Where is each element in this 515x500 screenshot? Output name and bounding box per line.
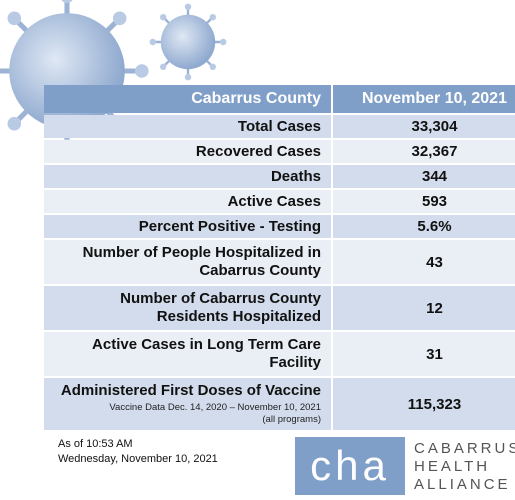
row-label: Total Cases	[44, 115, 333, 138]
table-row: Number of People Hospitalized in Cabarru…	[44, 240, 515, 284]
logo-line: ALLIANCE	[414, 476, 511, 493]
row-value: 33,304	[333, 115, 515, 138]
vaccine-cell: Administered First Doses of Vaccine Vacc…	[44, 378, 333, 430]
county-header: Cabarrus County	[44, 85, 333, 113]
row-label: Number of People Hospitalized in Cabarru…	[44, 240, 333, 284]
table-row: Administered First Doses of Vaccine Vacc…	[44, 378, 515, 430]
date-header: November 10, 2021	[333, 85, 515, 113]
cha-logo-mark: cha	[295, 437, 405, 495]
timestamp: As of 10:53 AM Wednesday, November 10, 2…	[58, 437, 218, 467]
vaccine-date-range: Vaccine Data Dec. 14, 2020 – November 10…	[109, 402, 321, 413]
as-of-time: As of 10:53 AM	[58, 438, 133, 450]
row-label: Deaths	[44, 165, 333, 188]
as-of-date: Wednesday, November 10, 2021	[58, 453, 218, 465]
row-label: Active Cases	[44, 190, 333, 213]
logo-line: HEALTH	[414, 458, 491, 475]
table-row: Total Cases 33,304	[44, 115, 515, 138]
row-value: 593	[333, 190, 515, 213]
table-row: Active Cases 593	[44, 190, 515, 213]
vaccine-note: Vaccine Data Dec. 14, 2020 – November 10…	[54, 402, 321, 426]
vaccine-programs: (all programs)	[262, 414, 321, 425]
row-label: Number of Cabarrus County Residents Hosp…	[44, 286, 333, 330]
logo-line: CABARRUS	[414, 440, 515, 457]
row-value: 31	[333, 332, 515, 376]
row-value: 344	[333, 165, 515, 188]
row-value: 5.6%	[333, 215, 515, 238]
table-row: Number of Cabarrus County Residents Hosp…	[44, 286, 515, 330]
row-value: 115,323	[333, 378, 515, 430]
table-row: Active Cases in Long Term Care Facility …	[44, 332, 515, 376]
cha-logo-text: CABARRUS HEALTH ALLIANCE	[414, 440, 515, 494]
row-value: 32,367	[333, 140, 515, 163]
table-row: Percent Positive - Testing 5.6%	[44, 215, 515, 238]
virus-icon	[149, 3, 227, 81]
row-value: 43	[333, 240, 515, 284]
row-label: Administered First Doses of Vaccine	[60, 382, 321, 399]
table-header-row: Cabarrus County November 10, 2021	[44, 85, 515, 113]
row-label: Percent Positive - Testing	[44, 215, 333, 238]
row-value: 12	[333, 286, 515, 330]
row-label: Recovered Cases	[44, 140, 333, 163]
table-row: Recovered Cases 32,367	[44, 140, 515, 163]
covid-stats-table: Cabarrus County November 10, 2021 Total …	[44, 83, 515, 432]
table-row: Deaths 344	[44, 165, 515, 188]
row-label: Active Cases in Long Term Care Facility	[44, 332, 333, 376]
